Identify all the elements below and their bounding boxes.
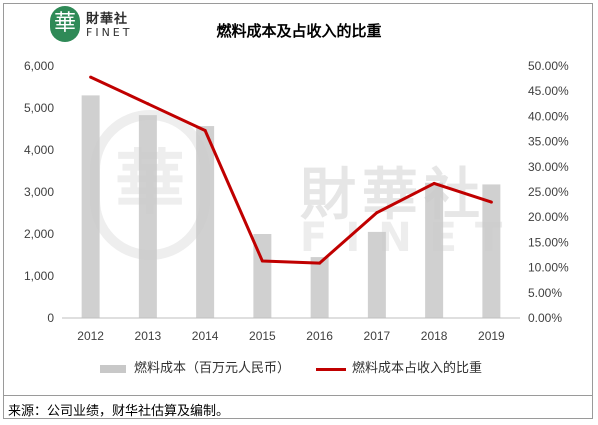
line-point-2013 <box>146 102 150 106</box>
bar-2017 <box>367 231 386 318</box>
bar-2018 <box>425 182 444 318</box>
line-point-2014 <box>203 129 207 133</box>
bar-2015 <box>253 234 272 318</box>
logo-badge-icon: 華 <box>50 6 80 42</box>
brand-logo: 華 財華社 FINET <box>50 6 160 46</box>
y-right-tick-label: 50.00% <box>528 59 569 73</box>
legend-item-bar: 燃料成本（百万元人民币） <box>134 361 291 376</box>
line-point-2018 <box>432 181 436 185</box>
y-left-tick-label: 5,000 <box>24 101 54 115</box>
chart-legend: 燃料成本（百万元人民币） 燃料成本占收入的比重 <box>0 360 598 382</box>
x-tick-label: 2014 <box>192 329 219 343</box>
y-right-tick-label: 5.00% <box>528 286 562 300</box>
bar-2013 <box>138 115 157 318</box>
bar-2016 <box>310 257 329 318</box>
y-right-tick-label: 45.00% <box>528 84 569 98</box>
bar-2012 <box>81 95 100 319</box>
x-tick-label: 2012 <box>77 329 104 343</box>
x-tick-label: 2017 <box>364 329 391 343</box>
y-left-tick-label: 2,000 <box>24 227 54 241</box>
chart-plot: 0 1,000 2,000 3,000 4,000 5,000 6,000 0.00% 5.00… <box>24 59 569 343</box>
y-right-tick-label: 10.00% <box>528 261 569 275</box>
x-tick-label: 2016 <box>306 329 333 343</box>
line-series-ratio <box>89 75 492 265</box>
y-left-tick-label: 6,000 <box>24 59 54 73</box>
source-note: 来源：公司业绩，财华社估算及编制。 <box>8 404 230 419</box>
x-tick-label: 2018 <box>421 329 448 343</box>
line-point-2016 <box>318 261 322 265</box>
logo-text-cn: 財華社 <box>86 12 129 27</box>
y-right-tick-label: 20.00% <box>528 210 569 224</box>
line-point-2019 <box>489 200 493 204</box>
source-divider <box>3 395 593 396</box>
logo-text-en: FINET <box>86 26 133 39</box>
watermark-text-cn: 財華社 <box>300 163 486 228</box>
y-right-tick-label: 40.00% <box>528 109 569 123</box>
x-tick-label: 2013 <box>135 329 162 343</box>
y-right-tick-label: 0.00% <box>528 311 562 325</box>
bar-2019 <box>482 184 501 318</box>
y-right-tick-label: 25.00% <box>528 185 569 199</box>
y-right-tick-label: 15.00% <box>528 235 569 249</box>
y-right-tick-label: 30.00% <box>528 160 569 174</box>
y-left-tick-label: 4,000 <box>24 143 54 157</box>
y-left-tick-label: 1,000 <box>24 269 54 283</box>
chart-title: 燃料成本及占收入的比重 <box>216 22 382 40</box>
legend-bar-swatch <box>100 365 126 373</box>
line-point-2012 <box>89 75 93 79</box>
line-point-2015 <box>260 259 264 263</box>
legend-line-swatch <box>316 368 346 371</box>
bar-2014 <box>196 126 215 318</box>
y-left-tick-label: 0 <box>47 311 54 325</box>
y-right-tick-label: 35.00% <box>528 135 569 149</box>
line-point-2017 <box>375 211 379 215</box>
watermark-text-en: FINET <box>300 215 521 261</box>
x-tick-label: 2015 <box>249 329 276 343</box>
y-left-tick-label: 3,000 <box>24 185 54 199</box>
legend-item-line: 燃料成本占收入的比重 <box>352 361 483 376</box>
x-tick-label: 2019 <box>478 329 505 343</box>
